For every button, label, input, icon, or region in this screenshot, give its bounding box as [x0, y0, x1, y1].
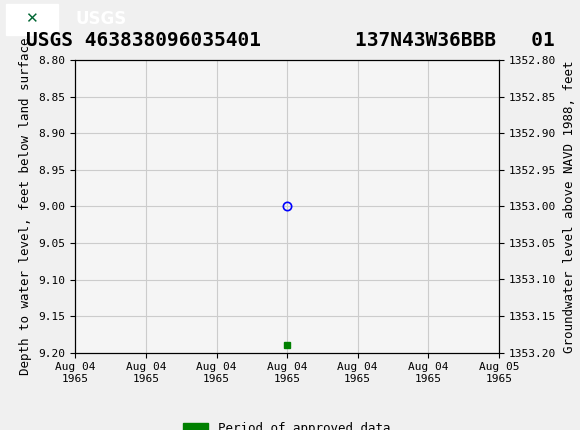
Y-axis label: Depth to water level, feet below land surface: Depth to water level, feet below land su…: [19, 38, 32, 375]
Y-axis label: Groundwater level above NAVD 1988, feet: Groundwater level above NAVD 1988, feet: [563, 60, 576, 353]
Text: USGS: USGS: [75, 9, 126, 28]
Text: USGS 463838096035401        137N43W36BBB   01: USGS 463838096035401 137N43W36BBB 01: [26, 31, 554, 50]
Legend: Period of approved data: Period of approved data: [179, 417, 396, 430]
FancyBboxPatch shape: [6, 4, 58, 35]
Text: ✕: ✕: [26, 11, 38, 26]
